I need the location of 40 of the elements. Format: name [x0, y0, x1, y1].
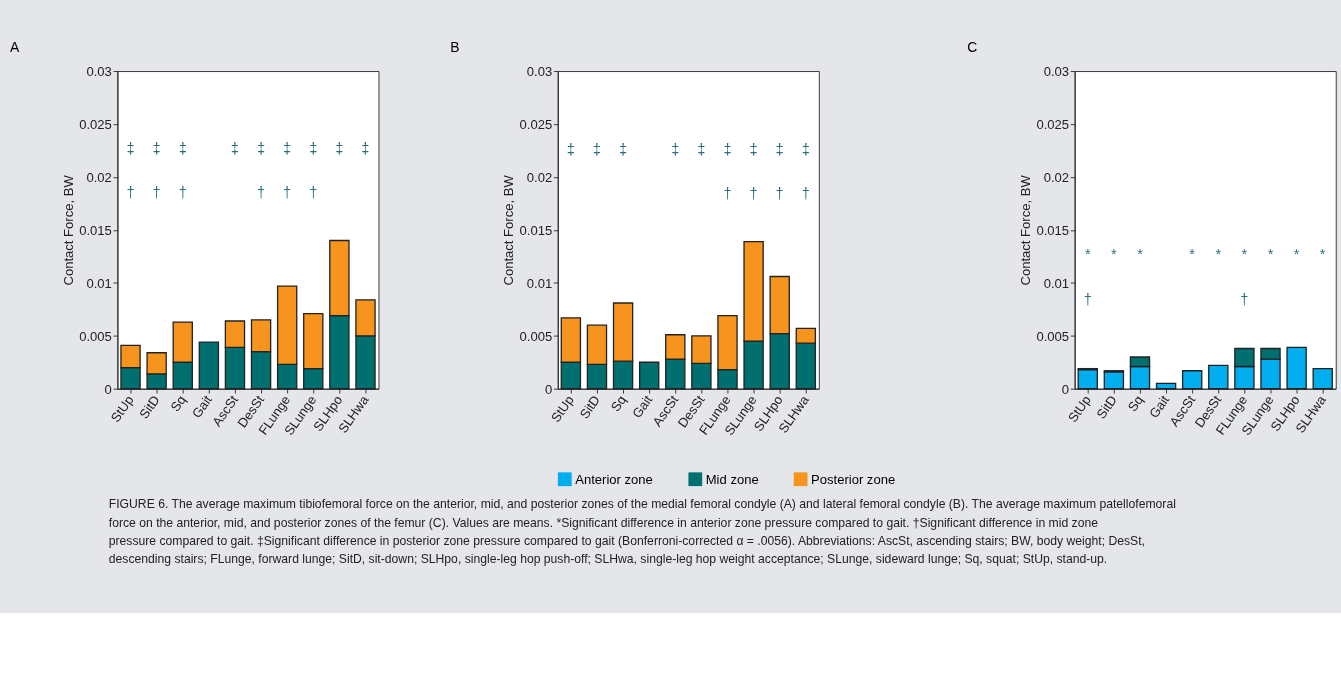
annotation: ‡ ‡ ‡ ‡ ‡ ‡ ‡ ‡ ‡: [566, 141, 811, 158]
y-tick-label: 0.01: [1043, 275, 1070, 291]
y-tick-label: 0.015: [519, 222, 553, 238]
chart-title: A: [9, 38, 20, 55]
y-tick-label: 0.01: [86, 275, 112, 291]
y-tick-label: 0.02: [526, 169, 553, 185]
y-tick-label: 0.015: [79, 222, 112, 238]
legend-label: Posterior zone: [811, 471, 896, 487]
y-tick-label: 0: [104, 381, 112, 397]
x-tick-label: Sq: [607, 392, 630, 415]
y-axis-title: Contact Force, BW: [501, 174, 517, 286]
y-tick-label: 0.03: [1043, 63, 1070, 79]
caption: FIGURE 6. The average maximum tibiofemoral force on the anterior, mid, and posterior zones of the medial femoral condyle (A) and lateral femoral condyle (B). The average maximum patellofemoral force on the anterior, mid, and posterior zones of the femur (C). Values are means. *Significant difference in anterior zone pressure compared to gait. †Significant difference in mid zone pressure compared to gait. ‡Significant difference in posterior zone pressure compared to gait (Bonferroni-corrected α = .0056). Abbreviations: AscSt, ascending stairs; BW, body weight; DesSt, descending stairs; FLunge, forward lunge; SitD, sit-down; SLHpo, single-leg hop push-off; SLHwa, single-leg hop weight acceptance; SLunge, sideward lunge; Sq, squat; StUp, stand-up.: [108, 497, 1176, 567]
y-tick-label: 0.025: [79, 116, 112, 132]
y-axis-title: Contact Force, BW: [1018, 174, 1034, 286]
y-axis-title: Contact Force, BW: [61, 174, 77, 286]
y-tick-label: 0.03: [526, 63, 553, 79]
y-tick-label: 0.025: [519, 116, 553, 132]
x-tick-label: Sq: [1124, 392, 1146, 415]
y-tick-label: 0.03: [86, 63, 112, 79]
legend-label: Mid zone: [705, 471, 759, 487]
y-tick-label: 0.02: [1043, 169, 1070, 185]
y-tick-label: 0.005: [519, 328, 553, 344]
chart-title: B: [450, 38, 460, 55]
y-tick-label: 0.01: [526, 275, 553, 291]
y-tick-label: 0: [544, 381, 553, 397]
y-tick-label: 0.02: [86, 169, 112, 185]
annotation: * * * * * * * * *: [1083, 247, 1328, 264]
annotation: † † † †: [723, 186, 811, 203]
annotation: ‡ ‡ ‡ ‡ ‡ ‡ ‡ ‡ ‡: [126, 140, 370, 157]
annotation: † † † † † †: [126, 185, 318, 202]
y-tick-label: 0: [1061, 381, 1070, 397]
y-tick-label: 0.005: [1036, 328, 1070, 344]
chart-title: C: [967, 38, 978, 55]
annotation: † †: [1083, 292, 1249, 309]
x-tick-label: Sq: [167, 392, 189, 415]
y-tick-label: 0.025: [1036, 116, 1070, 132]
legend-label: Anterior zone: [575, 471, 653, 487]
y-tick-label: 0.015: [1036, 222, 1070, 238]
y-tick-label: 0.005: [79, 328, 112, 344]
